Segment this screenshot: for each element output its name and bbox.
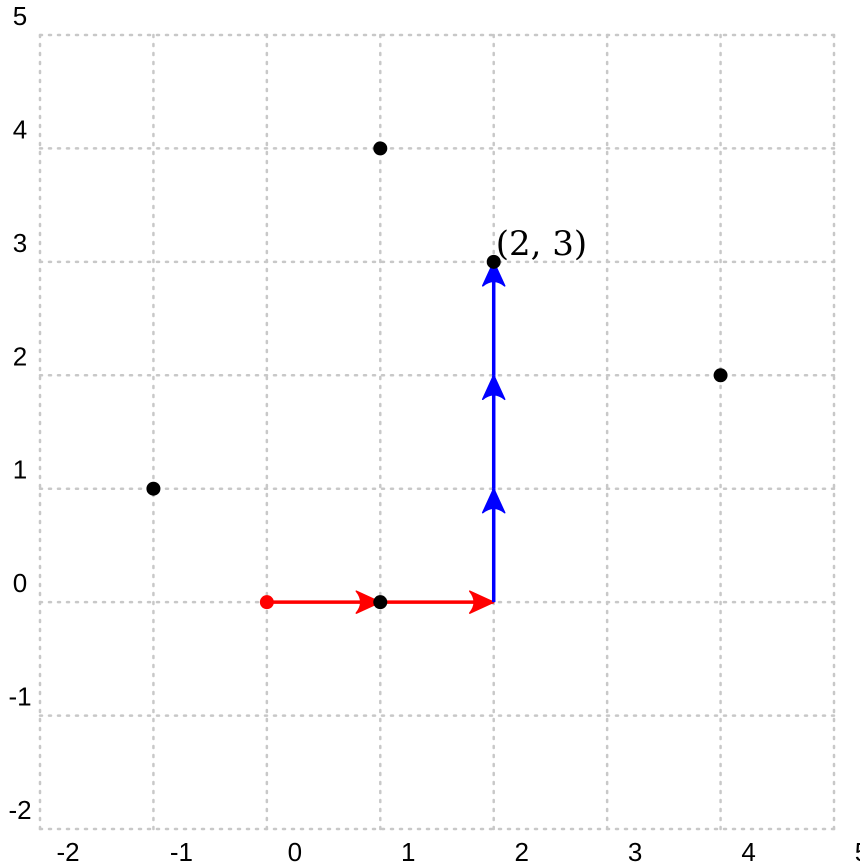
y-tick-label: 5 (13, 1, 27, 31)
y-tick-label: 3 (13, 228, 27, 258)
x-tick-label: -2 (56, 837, 79, 864)
x-tick-label: 5 (855, 837, 860, 864)
data-point (373, 595, 388, 610)
y-tick-label: -2 (8, 795, 31, 825)
y-tick-label: 4 (13, 114, 27, 144)
path-arrows (266, 261, 506, 614)
y-tick-label: 0 (13, 568, 27, 598)
vertical-arrowhead (481, 487, 506, 514)
x-tick-label: -1 (170, 837, 193, 864)
vertical-arrowhead (481, 374, 506, 401)
y-tick-label: 2 (13, 341, 27, 371)
x-tick-label: 4 (741, 837, 755, 864)
data-point (713, 368, 728, 383)
horizontal-arrowhead (355, 590, 382, 614)
start-point (259, 595, 274, 610)
grid-lines (38, 33, 836, 831)
target-point-label: (2, 3) (496, 224, 587, 264)
tick-labels: -2 -1 0 1 2 3 4 5 -2 -1 0 1 2 3 4 5 (8, 1, 860, 864)
y-tick-label: -1 (8, 682, 31, 712)
x-tick-label: 1 (401, 837, 415, 864)
y-tick-label: 1 (13, 455, 27, 485)
points (146, 141, 728, 610)
x-tick-label: 3 (628, 837, 642, 864)
horizontal-arrowhead (468, 590, 495, 614)
x-tick-label: 0 (288, 837, 302, 864)
data-point (486, 254, 501, 269)
vertical-arrowhead (481, 261, 506, 287)
x-tick-label: 2 (514, 837, 528, 864)
data-point (146, 481, 161, 496)
data-point (373, 141, 388, 156)
